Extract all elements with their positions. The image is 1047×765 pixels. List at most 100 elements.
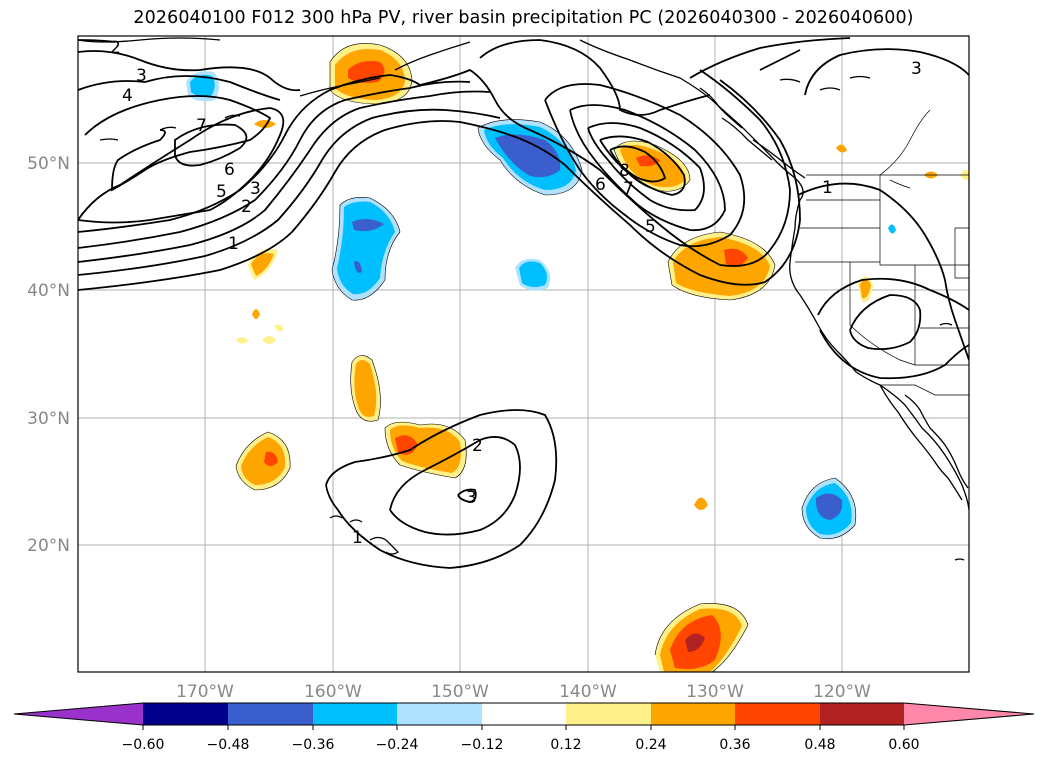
lat-label: 30°N xyxy=(27,409,70,429)
map-frame xyxy=(77,35,970,673)
pv-contour xyxy=(78,80,471,249)
contour-label: 1 xyxy=(352,528,363,548)
colorbar: −0.60 −0.48 −0.36 −0.24 −0.12 0.12 0.24 … xyxy=(13,702,1035,753)
lon-label: 160°W xyxy=(304,682,362,702)
colorbar-segment xyxy=(482,703,566,725)
precip-blob-positive xyxy=(860,279,871,299)
contour-label: 5 xyxy=(216,182,227,202)
contour-label: 3 xyxy=(250,179,261,199)
contour-label: 8 xyxy=(619,161,630,181)
colorbar-tick-label: −0.60 xyxy=(122,737,165,753)
precip-blob-positive xyxy=(236,337,248,344)
precip-shading xyxy=(186,43,969,672)
pv-contour xyxy=(78,39,116,43)
colorbar-segment xyxy=(313,703,397,725)
colorbar-segment xyxy=(397,703,482,725)
contour-label: 7 xyxy=(623,179,634,199)
pv-contour xyxy=(804,48,969,96)
pv-contour xyxy=(849,294,922,351)
coastline-north-america xyxy=(579,39,969,511)
colorbar-segment xyxy=(228,703,313,725)
pv-contour xyxy=(78,74,421,233)
pv-contour xyxy=(325,409,558,569)
precip-blob-positive xyxy=(274,324,284,332)
precip-blob-positive xyxy=(395,435,418,455)
pv-contour xyxy=(759,49,801,71)
colorbar-segment xyxy=(735,703,820,725)
precip-blob-positive xyxy=(694,497,708,510)
pv-contour xyxy=(84,95,272,192)
pv-contour xyxy=(78,108,501,276)
colorbar-segment xyxy=(14,703,143,725)
pv-contour xyxy=(797,182,969,361)
contour-labels: 2 3 4 7 6 5 3 2 1 8 7 6 5 3 1 2 3 1 xyxy=(110,38,922,548)
colorbar-tick-label: −0.48 xyxy=(207,737,250,753)
contour-label: 6 xyxy=(224,160,235,180)
contour-label: 2 xyxy=(241,197,252,217)
pv-contour xyxy=(419,68,791,267)
colorbar-segment xyxy=(904,703,1034,725)
precip-blob-positive xyxy=(251,253,274,276)
precip-blob-positive xyxy=(241,437,286,485)
coastline-aleutians xyxy=(78,37,221,43)
contour-label: 6 xyxy=(595,175,606,195)
colorbar-tick-label: 0.48 xyxy=(804,737,835,753)
precip-blob-negative xyxy=(519,261,548,288)
precip-blob-positive xyxy=(685,633,705,652)
lon-label: 130°W xyxy=(686,682,744,702)
precip-blob-positive xyxy=(836,144,847,153)
lon-label: 170°W xyxy=(176,682,234,702)
precip-blob-positive xyxy=(620,145,685,188)
colorbar-segment xyxy=(143,703,228,725)
political-borders xyxy=(795,109,969,396)
colorbar-tick-label: 0.60 xyxy=(888,737,919,753)
lon-label: 120°W xyxy=(813,682,871,702)
contour-label: 1 xyxy=(228,234,239,254)
colorbar-tick-label: −0.24 xyxy=(376,737,419,753)
pv-contour xyxy=(544,83,746,248)
lat-label: 50°N xyxy=(27,154,70,174)
latitude-labels: 50°N 40°N 30°N 20°N xyxy=(27,154,70,556)
pv-contour xyxy=(457,488,477,503)
precip-blob-negative xyxy=(352,218,384,232)
colorbar-tick-label: 0.36 xyxy=(719,737,750,753)
pv-contour xyxy=(587,122,705,212)
precip-blob-negative xyxy=(815,493,843,520)
contour-label: 3 xyxy=(136,66,147,86)
colorbar-segment xyxy=(820,703,904,725)
pv-contour xyxy=(509,79,801,286)
pv-contour xyxy=(689,37,851,79)
contour-label: 7 xyxy=(196,116,207,136)
pv-contour xyxy=(78,75,281,101)
pv-contour xyxy=(609,145,667,183)
pv-contour xyxy=(78,90,491,263)
precip-blob-positive xyxy=(354,360,377,417)
contour-label: 3 xyxy=(911,59,922,79)
precip-blob-positive xyxy=(252,309,260,319)
longitude-labels: 170°W 160°W 150°W 140°W 130°W 120°W xyxy=(176,682,871,702)
contour-label: 2 xyxy=(472,436,483,456)
pv-contour xyxy=(78,50,301,92)
contour-label: 5 xyxy=(645,217,656,237)
colorbar-tick-label: 0.24 xyxy=(635,737,666,753)
pv-contour xyxy=(569,104,726,232)
colorbar-segment xyxy=(566,703,651,725)
coastline-hawaii xyxy=(329,515,343,519)
colorbar-tick-label: −0.36 xyxy=(292,737,335,753)
lat-label: 40°N xyxy=(27,281,70,301)
coastline-baja xyxy=(879,384,963,501)
pv-contour xyxy=(479,39,711,116)
pv-contour xyxy=(817,277,969,316)
pv-contour xyxy=(78,107,285,224)
pv-contours xyxy=(78,37,969,569)
precip-blob-positive xyxy=(264,451,278,466)
colorbar-segment xyxy=(651,703,735,725)
pv-contour xyxy=(78,120,511,291)
lon-label: 140°W xyxy=(559,682,617,702)
lat-label: 20°N xyxy=(27,536,70,556)
contour-label: 1 xyxy=(822,178,833,198)
precip-blob-positive xyxy=(254,120,276,128)
contour-label: 2 xyxy=(110,38,121,58)
contour-label: 3 xyxy=(466,488,477,508)
precip-blob-negative xyxy=(888,224,896,234)
